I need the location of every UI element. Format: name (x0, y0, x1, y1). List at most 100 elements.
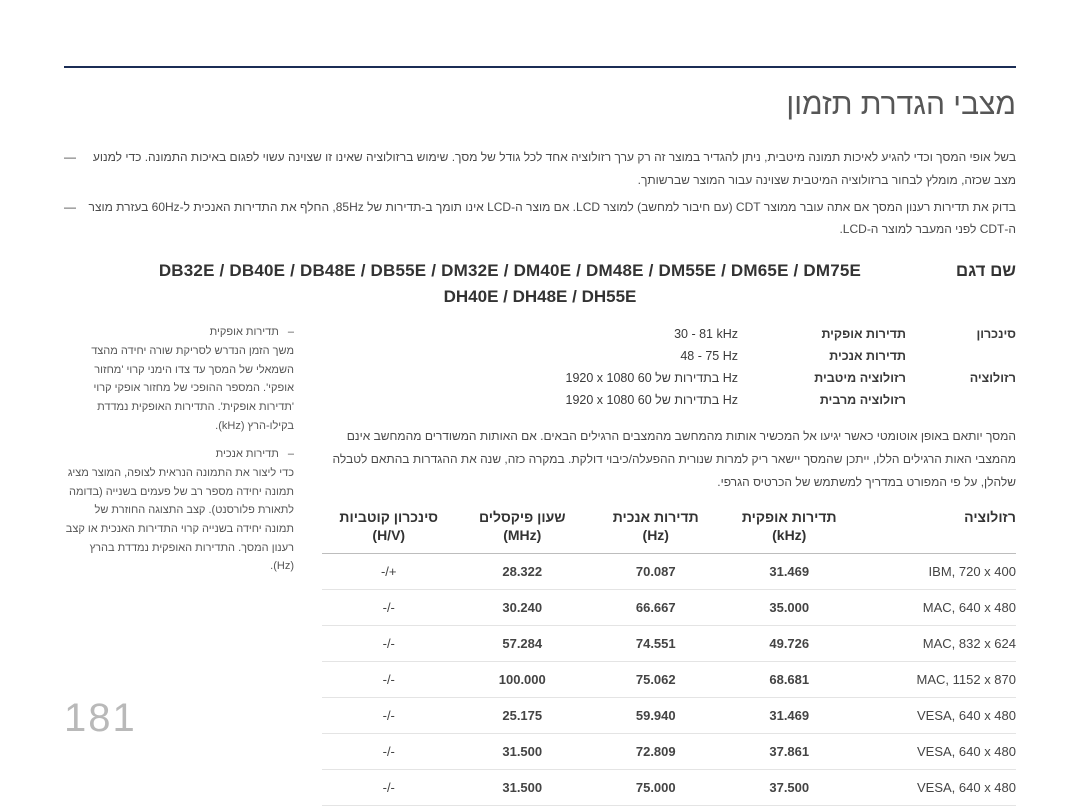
intro-para-2: ― בדוק את תדירות רענון המסך אם אתה עובר … (64, 196, 1016, 242)
cell-hf: 31.469 (723, 708, 857, 723)
dash-icon: ― (64, 196, 76, 242)
spec-hfreq-value: 30 - 81 kHz (322, 327, 756, 341)
cell-hf: 37.500 (723, 780, 857, 795)
note-1: – תדירות אופקית משך הזמן הנדרש לסריקת שו… (64, 323, 294, 435)
spec-blank2 (906, 393, 1016, 407)
cell-vf: 72.809 (589, 744, 723, 759)
spec-row-optres: רזולוציה רזולוציה מיטבית ‎1920 x 1080 בת… (322, 367, 1016, 389)
cell-vf: 59.940 (589, 708, 723, 723)
note-2-title: תדירות אנכית (216, 448, 279, 460)
top-rule (64, 66, 1016, 68)
dash-icon: – (288, 326, 294, 338)
cell-pol: -/- (322, 780, 456, 795)
cell-vf: 75.062 (589, 672, 723, 687)
note-2: – תדירות אנכית כדי ליצור את התמונה הנראי… (64, 445, 294, 576)
model-row: שם דגם DB32E / DB40E / DB48E / DB55E / D… (64, 261, 1016, 281)
cell-pc: 57.284 (456, 636, 590, 651)
cell-res: VESA, ‎640 x 480 (856, 708, 1016, 723)
th-pc: שעון פיקסלים (MHz) (456, 508, 590, 546)
cell-res: IBM, ‎720 x 400 (856, 564, 1016, 579)
table-row: MAC, ‎640 x 48035.00066.66730.240-/- (322, 590, 1016, 626)
spec-maxres-label: רזולוציה מרבית (756, 393, 906, 407)
spec-row-maxres: רזולוציה מרבית ‎1920 x 1080 בתדירות של 6… (322, 389, 1016, 411)
dash-icon: – (288, 448, 294, 460)
th-resolution: רזולוציה (856, 508, 1016, 546)
cell-pol: -/- (322, 708, 456, 723)
spec-row-vfreq: תדירות אנכית 48 - 75 Hz (322, 345, 1016, 367)
th-vf-unit: (Hz) (643, 527, 669, 543)
note-1-title: תדירות אופקית (210, 326, 279, 338)
th-vf-label: תדירות אנכית (613, 509, 699, 525)
page-number: 181 (64, 696, 137, 741)
cell-pc: 28.322 (456, 564, 590, 579)
modes-body: IBM, ‎720 x 40031.46970.08728.322-/+MAC,… (322, 554, 1016, 806)
table-row: VESA, ‎640 x 48031.46959.94025.175-/- (322, 698, 1016, 734)
cell-hf: 37.861 (723, 744, 857, 759)
cell-vf: 74.551 (589, 636, 723, 651)
model-block: שם דגם DB32E / DB40E / DB48E / DB55E / D… (64, 261, 1016, 307)
cell-pc: 100.000 (456, 672, 590, 687)
th-pc-unit: (MHz) (503, 527, 541, 543)
cell-pol: -/- (322, 600, 456, 615)
intro-text-2: בדוק את תדירות רענון המסך אם אתה עובר ממ… (86, 196, 1016, 242)
cell-hf: 49.726 (723, 636, 857, 651)
spec-optres-value: ‎1920 x 1080 בתדירות של 60 Hz (322, 371, 756, 385)
cell-hf: 68.681 (723, 672, 857, 687)
intro-text-1: בשל אופי המסך וכדי להגיע לאיכות תמונה מי… (86, 146, 1016, 192)
cell-pc: 30.240 (456, 600, 590, 615)
cell-vf: 66.667 (589, 600, 723, 615)
cell-pol: -/- (322, 744, 456, 759)
page: מצבי הגדרת תזמון ― בשל אופי המסך וכדי לה… (0, 0, 1080, 763)
spec-sync-label: סינכרון (906, 327, 1016, 341)
table-row: MAC, ‎832 x 62449.72674.55157.284-/- (322, 626, 1016, 662)
th-hf-label: תדירות אופקית (742, 509, 837, 525)
cell-res: MAC, ‎640 x 480 (856, 600, 1016, 615)
th-pol-label: סינכרון קוטביות (339, 509, 438, 525)
modes-header: רזולוציה תדירות אופקית (kHz) תדירות אנכית… (322, 508, 1016, 555)
dash-icon: ― (64, 146, 76, 192)
cell-pc: 31.500 (456, 744, 590, 759)
cell-vf: 70.087 (589, 564, 723, 579)
cell-pc: 31.500 (456, 780, 590, 795)
model-list-1: DB32E / DB40E / DB48E / DB55E / DM32E / … (64, 261, 956, 281)
paragraph-2: המסך יותאם באופן אוטומטי כאשר יגיעו אל ה… (322, 425, 1016, 493)
cell-pol: -/- (322, 672, 456, 687)
th-pc-label: שעון פיקסלים (479, 509, 566, 525)
cell-res: VESA, ‎640 x 480 (856, 780, 1016, 795)
cell-pc: 25.175 (456, 708, 590, 723)
model-label: שם דגם (956, 261, 1016, 281)
th-pol: סינכרון קוטביות (H/V) (322, 508, 456, 546)
spec-vfreq-label: תדירות אנכית (756, 349, 906, 363)
cell-hf: 31.469 (723, 564, 857, 579)
cell-vf: 75.000 (589, 780, 723, 795)
th-hf-unit: (kHz) (772, 527, 806, 543)
spec-column: סינכרון תדירות אופקית 30 - 81 kHz תדירות… (322, 323, 1016, 806)
intro-para-1: ― בשל אופי המסך וכדי להגיע לאיכות תמונה … (64, 146, 1016, 192)
spec-vfreq-value: 48 - 75 Hz (322, 349, 756, 363)
spec-row-hfreq: סינכרון תדירות אופקית 30 - 81 kHz (322, 323, 1016, 345)
cell-res: MAC, ‎1152 x 870 (856, 672, 1016, 687)
th-vf: תדירות אנכית (Hz) (589, 508, 723, 546)
cell-pol: -/- (322, 636, 456, 651)
cell-hf: 35.000 (723, 600, 857, 615)
spec-maxres-value: ‎1920 x 1080 בתדירות של 60 Hz (322, 393, 756, 407)
th-pol-unit: (H/V) (372, 527, 405, 543)
spec-table: סינכרון תדירות אופקית 30 - 81 kHz תדירות… (322, 323, 1016, 411)
table-row: VESA, ‎640 x 48037.86172.80931.500-/- (322, 734, 1016, 770)
note-2-body: כדי ליצור את התמונה הנראית לצופה, המוצר … (66, 467, 294, 572)
th-hf: תדירות אופקית (kHz) (723, 508, 857, 546)
table-row: VESA, ‎640 x 48037.50075.00031.500-/- (322, 770, 1016, 806)
two-column: סינכרון תדירות אופקית 30 - 81 kHz תדירות… (64, 323, 1016, 806)
spec-blank (906, 349, 1016, 363)
model-list-2: DH40E / DH48E / DH55E (64, 287, 1016, 307)
table-row: IBM, ‎720 x 40031.46970.08728.322-/+ (322, 554, 1016, 590)
cell-pol: -/+ (322, 564, 456, 579)
spec-hfreq-label: תדירות אופקית (756, 327, 906, 341)
page-title: מצבי הגדרת תזמון (64, 88, 1016, 122)
table-row: MAC, ‎1152 x 87068.68175.062100.000-/- (322, 662, 1016, 698)
spec-optres-label: רזולוציה מיטבית (756, 371, 906, 385)
cell-res: VESA, ‎640 x 480 (856, 744, 1016, 759)
cell-res: MAC, ‎832 x 624 (856, 636, 1016, 651)
spec-res-label: רזולוציה (906, 371, 1016, 385)
note-1-body: משך הזמן הנדרש לסריקת שורה יחידה מהצד הש… (91, 345, 294, 432)
